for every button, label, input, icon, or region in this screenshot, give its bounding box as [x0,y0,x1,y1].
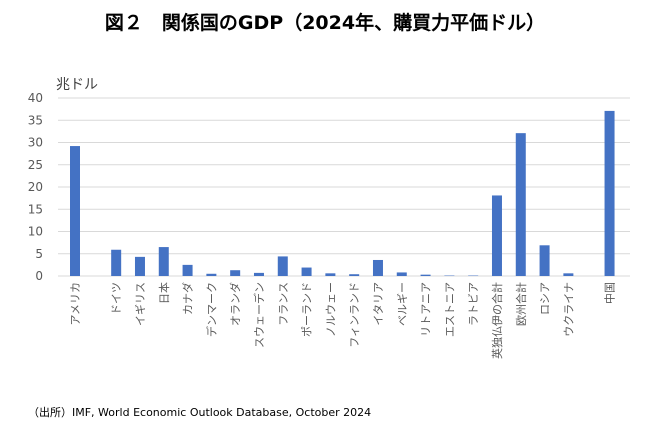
bar [325,273,336,276]
y-tick-label: 20 [28,180,43,194]
x-tick-label: エストニア [443,282,456,337]
x-tick-label: 中国 [604,282,617,304]
x-tick-label: ドイツ [110,282,123,315]
bar [182,264,193,276]
x-tick-label: ベルギー [396,282,409,326]
x-tick-label: 英独仏伊の合計 [490,282,504,359]
x-tick-label: ロシア [539,282,552,315]
bar [158,247,169,276]
bar [301,267,312,276]
y-tick-label: 0 [35,269,43,283]
bar [396,272,407,276]
x-tick-label: ノルウェー [324,282,337,337]
source-note: （出所）IMF, World Economic Outlook Database… [28,405,371,419]
y-tick-label: 15 [28,202,43,216]
x-tick-label: イギリス [134,282,147,326]
x-tick-label: イタリア [372,282,385,326]
x-tick-label: スウェーデン [252,282,266,348]
x-tick-label: アメリカ [69,282,82,325]
x-tick-label: 欧州合計 [514,282,528,326]
x-tick-label: ウクライナ [562,282,575,337]
y-tick-label: 10 [28,225,43,239]
y-tick-label: 5 [35,247,43,261]
bar [349,274,360,276]
x-tick-label: フィンランド [348,282,361,348]
x-tick-label: デンマーク [204,282,218,337]
bar [70,146,80,276]
x-tick-label: オランダ [228,282,242,326]
bar [253,272,264,276]
bar [515,133,526,276]
y-tick-label: 25 [28,158,43,172]
bar [539,245,550,276]
bar [491,195,502,276]
y-tick-label: 30 [28,136,43,150]
y-tick-label: 35 [28,113,43,127]
bar [420,274,431,276]
bar [134,256,145,276]
bar [277,256,288,276]
bar [563,273,574,276]
bar [111,249,122,276]
bar [206,273,217,276]
bar [604,110,615,276]
x-tick-label: カナダ [181,282,195,315]
x-tick-label: リトアニア [420,282,433,337]
bar [230,270,241,276]
x-tick-label: ポーランド [301,282,314,337]
y-axis-unit-label: 兆ドル [56,77,98,93]
x-tick-label: ラトビア [467,282,480,326]
chart-title: 図２ 関係国のGDP（2024年、購買力平価ドル） [105,11,545,34]
x-tick-label: 日本 [157,282,171,304]
bar [372,259,383,276]
y-tick-label: 40 [28,91,43,105]
x-tick-label: フランス [277,282,290,326]
